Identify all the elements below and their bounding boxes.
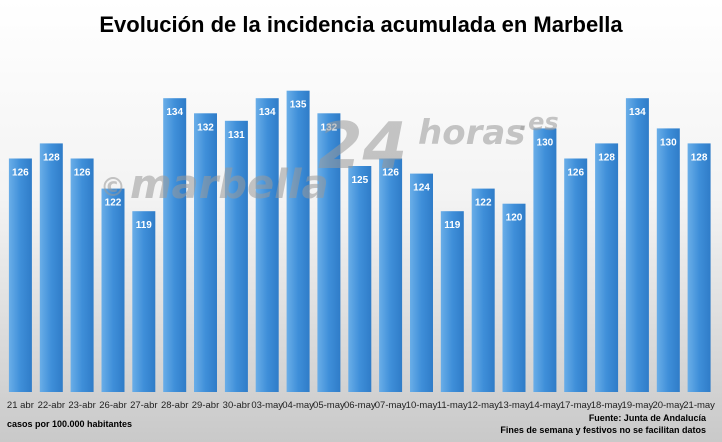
value-label-23-abr: 126	[74, 168, 91, 179]
bar-06-may	[348, 166, 372, 392]
bar-21-may	[687, 143, 711, 392]
category-label-28-abr: 28-abr	[161, 400, 188, 411]
category-label-21-may: 21-may	[683, 400, 715, 411]
bar-07-may	[379, 158, 403, 392]
x-axis-labels: 21 abr 22-abr 23-abr 26-abr 27-abr 28-abr 29-a…	[7, 400, 715, 411]
bar-21 abr	[8, 158, 32, 392]
value-label-04-may: 135	[290, 100, 307, 111]
bar-28-abr	[163, 98, 187, 392]
bar-27-abr	[132, 211, 156, 392]
category-label-10-may: 10-may	[406, 400, 438, 411]
value-label-30-abr: 131	[228, 130, 245, 141]
bar-11-may	[440, 211, 464, 392]
bar-29-abr	[194, 113, 217, 393]
category-label-17-may: 17-may	[560, 400, 592, 411]
bar-03-may	[255, 98, 279, 392]
category-label-27-abr: 27-abr	[130, 400, 157, 411]
bar-22-abr	[39, 143, 63, 392]
source-note: Fuente: Junta de Andalucía	[589, 413, 707, 423]
value-label-13-may: 120	[506, 213, 523, 224]
category-label-30-abr: 30-abr	[223, 400, 250, 411]
bar-12-may	[471, 188, 495, 392]
category-label-03-may: 03-may	[251, 400, 283, 411]
disclaimer-note: Fines de semana y festivos no se facilit…	[500, 425, 706, 435]
bar-30-abr	[224, 120, 248, 393]
watermark-brand-a: marbella	[130, 162, 329, 208]
value-label-20-may: 130	[660, 137, 677, 148]
bar-18-may	[595, 143, 619, 392]
bar-13-may	[502, 203, 526, 392]
value-label-18-may: 128	[598, 152, 615, 163]
watermark-copyright: ©	[100, 173, 126, 203]
bar-20-may	[656, 128, 680, 392]
category-label-18-may: 18-may	[591, 400, 623, 411]
category-label-06-may: 06-may	[344, 400, 376, 411]
category-label-04-may: 04-may	[282, 400, 314, 411]
bar-14-may	[533, 128, 557, 392]
category-label-07-may: 07-may	[375, 400, 407, 411]
category-label-19-may: 19-may	[622, 400, 654, 411]
value-label-10-may: 124	[413, 183, 430, 194]
value-label-19-may: 134	[629, 107, 646, 118]
value-label-07-may: 126	[382, 168, 399, 179]
bar-19-may	[625, 98, 649, 392]
category-label-29-abr: 29-abr	[192, 400, 219, 411]
category-label-23-abr: 23-abr	[68, 400, 95, 411]
units-note: casos por 100.000 habitantes	[7, 419, 132, 429]
value-label-26-abr: 122	[105, 198, 122, 209]
category-label-14-may: 14-may	[529, 400, 561, 411]
category-label-22-abr: 22-abr	[38, 400, 65, 411]
watermark-brand-b: 24	[318, 110, 407, 184]
value-label-17-may: 126	[567, 168, 584, 179]
category-label-12-may: 12-may	[467, 400, 499, 411]
value-label-21-may: 128	[691, 152, 708, 163]
bar-23-abr	[70, 158, 94, 392]
bar-10-may	[410, 173, 433, 392]
bar-04-may	[286, 90, 310, 392]
value-label-22-abr: 128	[43, 152, 60, 163]
value-label-06-may: 125	[351, 175, 368, 186]
value-label-03-may: 134	[259, 107, 276, 118]
watermark: © marbella 24 horas .es	[100, 108, 559, 208]
value-label-27-abr: 119	[136, 220, 153, 231]
bar-05-may	[317, 113, 341, 393]
watermark-brand-d: .es	[519, 108, 559, 136]
value-label-29-abr: 132	[197, 122, 214, 133]
bars-group: 126 128 126 122 119 134 132 131 134 135 132 125 126 1…	[8, 90, 711, 393]
bar-26-abr	[101, 188, 125, 392]
category-label-11-may: 11-may	[437, 400, 468, 411]
category-label-13-may: 13-may	[498, 400, 530, 411]
watermark-brand-c: horas	[418, 113, 526, 153]
value-label-12-may: 122	[475, 198, 492, 209]
value-label-14-may: 130	[537, 137, 554, 148]
category-label-20-may: 20-may	[652, 400, 684, 411]
chart-title: Evolución de la incidencia acumulada en …	[99, 12, 623, 37]
category-label-21 abr: 21 abr	[7, 400, 34, 411]
bar-17-may	[564, 158, 588, 392]
value-label-05-may: 132	[321, 122, 338, 133]
category-label-26-abr: 26-abr	[99, 400, 126, 411]
value-label-11-may: 119	[444, 220, 461, 231]
category-label-05-may: 05-may	[313, 400, 345, 411]
value-label-21 abr: 126	[12, 168, 29, 179]
value-label-28-abr: 134	[166, 107, 183, 118]
